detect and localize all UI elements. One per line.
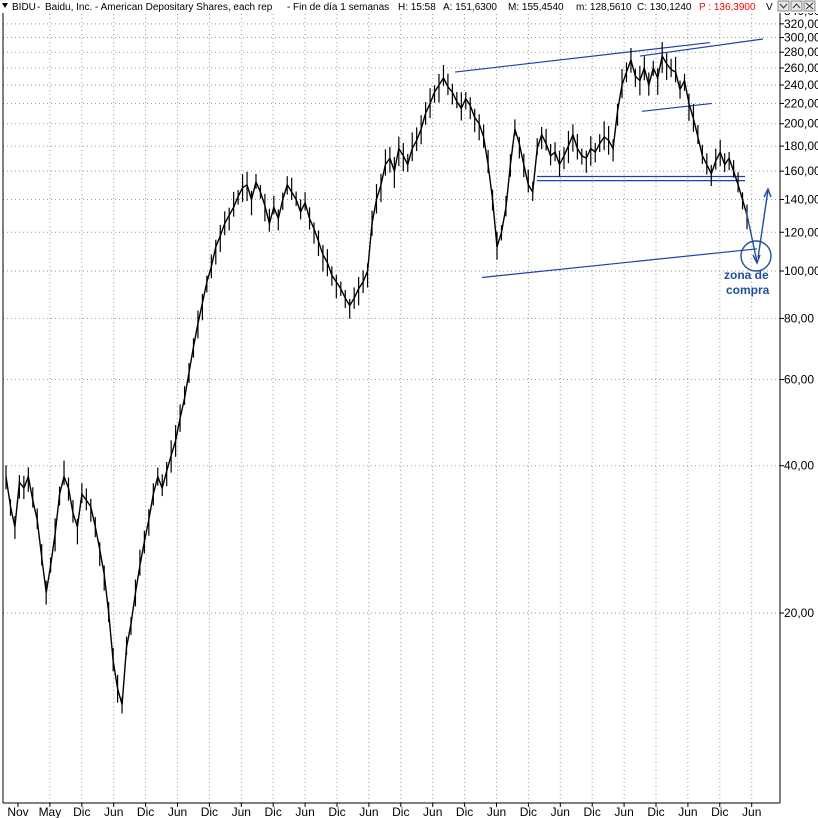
y-tick-label: 80,00 — [784, 311, 814, 325]
x-tick-label: May — [39, 805, 62, 818]
x-tick-label: Jun — [168, 805, 187, 818]
x-tick-label: Dic — [137, 805, 154, 818]
buy-zone-circle — [740, 240, 772, 272]
header-a: A: 151,6300 — [443, 2, 497, 13]
header-close: C: 130,1240 — [637, 2, 692, 13]
trend-line — [454, 41, 711, 73]
x-tick-label: Jun — [295, 805, 314, 818]
y-tick-label: 260,00 — [784, 61, 818, 75]
y-tick-label: 180,00 — [784, 139, 818, 153]
down-arrowhead-icon — [752, 254, 761, 265]
y-tick-label: 300,00 — [784, 31, 818, 45]
dropdown-triangle-icon[interactable] — [2, 3, 8, 8]
y-tick-label: 100,00 — [784, 264, 818, 278]
x-tick-label: Dic — [520, 805, 537, 818]
trend-line — [641, 102, 713, 112]
x-tick-label: Jun — [678, 805, 697, 818]
x-tick-label: Jun — [104, 805, 123, 818]
y-tick-label: 220,00 — [784, 96, 818, 110]
y-tick-label: 160,00 — [784, 164, 818, 178]
x-tick-label: Dic — [328, 805, 345, 818]
plot-frame — [2, 12, 781, 804]
up-arrow-line — [757, 189, 769, 259]
header-high: H: 15:58 — [398, 2, 436, 13]
y-tick-label: 320,00 — [784, 17, 818, 31]
trend-line — [639, 38, 764, 57]
header-last-price: P : 136,3900 — [699, 2, 756, 13]
x-tick-label: Jun — [614, 805, 633, 818]
x-tick-label: Dic — [265, 805, 282, 818]
header-period: Fin de día 1 semanas — [293, 2, 389, 13]
x-tick-label: Dic — [647, 805, 664, 818]
x-tick-label: Dic — [456, 805, 473, 818]
x-tick-label: Jun — [487, 805, 506, 818]
header-symbol: BIDU — [12, 2, 36, 13]
buy-zone-label-line2: compra — [726, 283, 770, 297]
y-tick-label: 40,00 — [784, 459, 814, 473]
x-tick-label: Jun — [423, 805, 442, 818]
up-arrowhead-icon — [763, 187, 772, 198]
header-description: Baidu, Inc. - American Depositary Shares… — [45, 2, 273, 13]
x-tick-label: Dic — [201, 805, 218, 818]
header-low: m: 128,5610 — [576, 2, 632, 13]
x-tick-label: Dic — [584, 805, 601, 818]
scroll-up-icon[interactable] — [790, 0, 803, 12]
buy-zone-annotation: zona de compra — [724, 187, 772, 297]
x-tick-label: Jun — [551, 805, 570, 818]
y-tick-label: 120,00 — [784, 225, 818, 239]
close-icon[interactable] — [803, 0, 816, 12]
x-tick-label: Jun — [359, 805, 378, 818]
x-tick-label: Dic — [392, 805, 409, 818]
y-tick-label: 140,00 — [784, 193, 818, 207]
y-tick-label: 240,00 — [784, 78, 818, 92]
trend-line — [481, 248, 758, 279]
buy-zone-label-line1: zona de — [724, 268, 769, 282]
y-tick-label: 20,00 — [784, 606, 814, 620]
x-tick-label: Dic — [711, 805, 728, 818]
x-tick-label: Dic — [73, 805, 90, 818]
chart-header: BIDU - Baidu, Inc. - American Depositary… — [12, 2, 773, 13]
down-arrow-line — [745, 209, 758, 263]
window-controls — [777, 0, 816, 12]
header-dash: - — [287, 2, 290, 13]
x-tick-label: Nov — [7, 805, 28, 818]
header-m: M: 155,4540 — [508, 2, 564, 13]
x-tick-label: Jun — [232, 805, 251, 818]
y-tick-label: 280,00 — [784, 45, 818, 59]
scroll-down-icon[interactable] — [777, 0, 790, 12]
y-tick-label: 200,00 — [784, 117, 818, 131]
header-separator: - — [37, 2, 40, 13]
x-axis: Nov May Dic Jun Dic Jun Dic Jun Dic Jun Dic Jun Dic J… — [7, 803, 761, 818]
trend-lines — [454, 38, 764, 279]
y-tick-label: 60,00 — [784, 373, 814, 387]
x-tick-label: Jun — [742, 805, 761, 818]
price-bars — [5, 42, 748, 714]
header-v: V — [766, 2, 773, 13]
header-dropdown[interactable] — [2, 3, 8, 8]
header-bar — [0, 0, 818, 13]
